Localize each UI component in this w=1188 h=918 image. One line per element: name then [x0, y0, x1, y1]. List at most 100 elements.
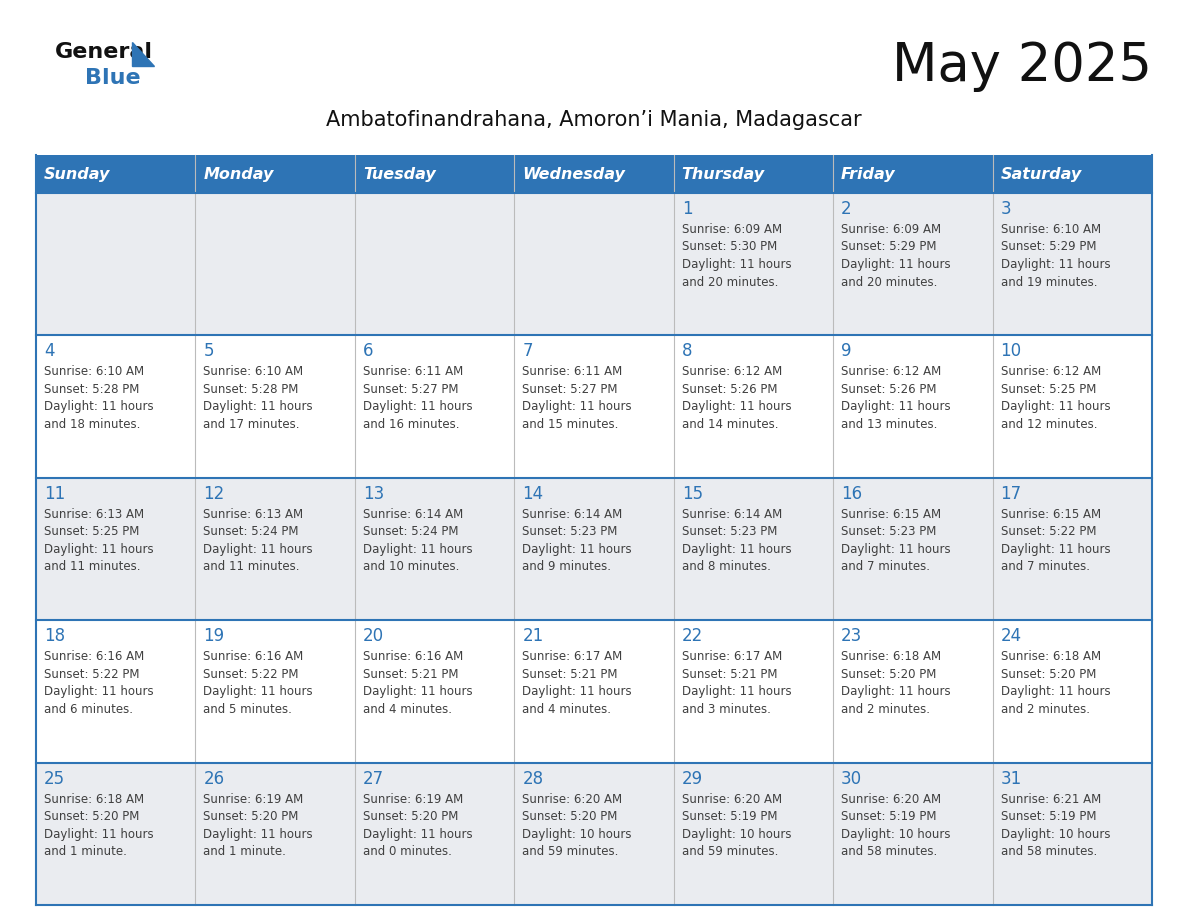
- Text: 29: 29: [682, 769, 703, 788]
- Text: Daylight: 11 hours: Daylight: 11 hours: [44, 685, 153, 699]
- Text: Wednesday: Wednesday: [523, 166, 625, 182]
- Text: Sunset: 5:26 PM: Sunset: 5:26 PM: [682, 383, 777, 396]
- Text: Sunset: 5:23 PM: Sunset: 5:23 PM: [682, 525, 777, 538]
- Text: Daylight: 11 hours: Daylight: 11 hours: [362, 400, 473, 413]
- Text: Daylight: 11 hours: Daylight: 11 hours: [841, 543, 950, 555]
- Text: Sunrise: 6:17 AM: Sunrise: 6:17 AM: [523, 650, 623, 663]
- Text: Sunrise: 6:13 AM: Sunrise: 6:13 AM: [203, 508, 303, 521]
- Text: Daylight: 11 hours: Daylight: 11 hours: [44, 400, 153, 413]
- Text: 6: 6: [362, 342, 373, 361]
- Bar: [36, 193, 1152, 335]
- Text: 17: 17: [1000, 485, 1022, 503]
- Text: Sunset: 5:22 PM: Sunset: 5:22 PM: [203, 667, 299, 681]
- Text: and 12 minutes.: and 12 minutes.: [1000, 418, 1097, 431]
- Text: 9: 9: [841, 342, 852, 361]
- Text: General: General: [55, 42, 153, 62]
- Text: Sunset: 5:24 PM: Sunset: 5:24 PM: [362, 525, 459, 538]
- Text: Daylight: 11 hours: Daylight: 11 hours: [682, 258, 791, 271]
- Text: Daylight: 11 hours: Daylight: 11 hours: [44, 828, 153, 841]
- Bar: [36, 477, 1152, 621]
- Text: Sunrise: 6:13 AM: Sunrise: 6:13 AM: [44, 508, 144, 521]
- Text: Sunset: 5:24 PM: Sunset: 5:24 PM: [203, 525, 299, 538]
- Text: Sunrise: 6:21 AM: Sunrise: 6:21 AM: [1000, 792, 1101, 806]
- Text: Sunrise: 6:11 AM: Sunrise: 6:11 AM: [523, 365, 623, 378]
- Text: and 59 minutes.: and 59 minutes.: [523, 845, 619, 858]
- Text: 18: 18: [44, 627, 65, 645]
- Text: Sunset: 5:19 PM: Sunset: 5:19 PM: [682, 810, 777, 823]
- Text: 19: 19: [203, 627, 225, 645]
- Text: and 14 minutes.: and 14 minutes.: [682, 418, 778, 431]
- Text: Sunrise: 6:12 AM: Sunrise: 6:12 AM: [841, 365, 941, 378]
- Text: and 1 minute.: and 1 minute.: [44, 845, 127, 858]
- Text: Sunset: 5:25 PM: Sunset: 5:25 PM: [44, 525, 139, 538]
- Text: 7: 7: [523, 342, 532, 361]
- Text: Sunrise: 6:10 AM: Sunrise: 6:10 AM: [44, 365, 144, 378]
- Text: and 10 minutes.: and 10 minutes.: [362, 560, 460, 574]
- Text: Daylight: 11 hours: Daylight: 11 hours: [203, 828, 312, 841]
- Text: Thursday: Thursday: [682, 166, 765, 182]
- Text: 26: 26: [203, 769, 225, 788]
- Text: Daylight: 10 hours: Daylight: 10 hours: [682, 828, 791, 841]
- Text: Sunset: 5:26 PM: Sunset: 5:26 PM: [841, 383, 936, 396]
- Text: 21: 21: [523, 627, 543, 645]
- Text: Daylight: 11 hours: Daylight: 11 hours: [523, 543, 632, 555]
- Text: Daylight: 11 hours: Daylight: 11 hours: [1000, 400, 1110, 413]
- Text: Sunset: 5:20 PM: Sunset: 5:20 PM: [1000, 667, 1095, 681]
- Text: Sunrise: 6:16 AM: Sunrise: 6:16 AM: [362, 650, 463, 663]
- Text: 13: 13: [362, 485, 384, 503]
- Text: Sunset: 5:30 PM: Sunset: 5:30 PM: [682, 241, 777, 253]
- Text: Sunrise: 6:19 AM: Sunrise: 6:19 AM: [362, 792, 463, 806]
- Text: 23: 23: [841, 627, 862, 645]
- Text: Sunrise: 6:15 AM: Sunrise: 6:15 AM: [841, 508, 941, 521]
- Text: Daylight: 11 hours: Daylight: 11 hours: [841, 400, 950, 413]
- Bar: [36, 335, 1152, 477]
- Text: Sunset: 5:29 PM: Sunset: 5:29 PM: [841, 241, 936, 253]
- Text: Daylight: 10 hours: Daylight: 10 hours: [523, 828, 632, 841]
- Text: Daylight: 11 hours: Daylight: 11 hours: [203, 400, 312, 413]
- Text: Sunset: 5:22 PM: Sunset: 5:22 PM: [44, 667, 139, 681]
- Text: Daylight: 11 hours: Daylight: 11 hours: [1000, 258, 1110, 271]
- Text: 14: 14: [523, 485, 543, 503]
- Text: 11: 11: [44, 485, 65, 503]
- Bar: [36, 621, 1152, 763]
- Bar: [36, 155, 1152, 193]
- Text: Sunrise: 6:17 AM: Sunrise: 6:17 AM: [682, 650, 782, 663]
- Text: Daylight: 11 hours: Daylight: 11 hours: [44, 543, 153, 555]
- Text: Daylight: 11 hours: Daylight: 11 hours: [1000, 685, 1110, 699]
- Text: Daylight: 11 hours: Daylight: 11 hours: [362, 828, 473, 841]
- Text: and 59 minutes.: and 59 minutes.: [682, 845, 778, 858]
- Text: 4: 4: [44, 342, 55, 361]
- Text: Sunset: 5:20 PM: Sunset: 5:20 PM: [362, 810, 459, 823]
- Text: Sunset: 5:27 PM: Sunset: 5:27 PM: [523, 383, 618, 396]
- Text: and 11 minutes.: and 11 minutes.: [44, 560, 140, 574]
- Text: and 6 minutes.: and 6 minutes.: [44, 702, 133, 716]
- Text: Sunrise: 6:12 AM: Sunrise: 6:12 AM: [682, 365, 782, 378]
- Text: and 16 minutes.: and 16 minutes.: [362, 418, 460, 431]
- Polygon shape: [132, 42, 154, 66]
- Text: Sunset: 5:19 PM: Sunset: 5:19 PM: [1000, 810, 1097, 823]
- Text: Daylight: 11 hours: Daylight: 11 hours: [523, 685, 632, 699]
- Text: and 2 minutes.: and 2 minutes.: [841, 702, 930, 716]
- Text: Sunrise: 6:18 AM: Sunrise: 6:18 AM: [1000, 650, 1100, 663]
- Text: and 1 minute.: and 1 minute.: [203, 845, 286, 858]
- Text: 8: 8: [682, 342, 693, 361]
- Text: 3: 3: [1000, 200, 1011, 218]
- Text: Sunrise: 6:16 AM: Sunrise: 6:16 AM: [44, 650, 144, 663]
- Text: 10: 10: [1000, 342, 1022, 361]
- Text: Daylight: 11 hours: Daylight: 11 hours: [682, 685, 791, 699]
- Text: 1: 1: [682, 200, 693, 218]
- Text: Sunday: Sunday: [44, 166, 110, 182]
- Text: Sunrise: 6:14 AM: Sunrise: 6:14 AM: [682, 508, 782, 521]
- Text: Sunset: 5:25 PM: Sunset: 5:25 PM: [1000, 383, 1095, 396]
- Text: Sunrise: 6:19 AM: Sunrise: 6:19 AM: [203, 792, 304, 806]
- Text: 27: 27: [362, 769, 384, 788]
- Text: 2: 2: [841, 200, 852, 218]
- Text: and 2 minutes.: and 2 minutes.: [1000, 702, 1089, 716]
- Text: and 13 minutes.: and 13 minutes.: [841, 418, 937, 431]
- Text: Sunset: 5:20 PM: Sunset: 5:20 PM: [841, 667, 936, 681]
- Text: Sunset: 5:29 PM: Sunset: 5:29 PM: [1000, 241, 1097, 253]
- Text: Sunset: 5:20 PM: Sunset: 5:20 PM: [203, 810, 298, 823]
- Text: Sunrise: 6:12 AM: Sunrise: 6:12 AM: [1000, 365, 1101, 378]
- Text: and 7 minutes.: and 7 minutes.: [841, 560, 930, 574]
- Text: 5: 5: [203, 342, 214, 361]
